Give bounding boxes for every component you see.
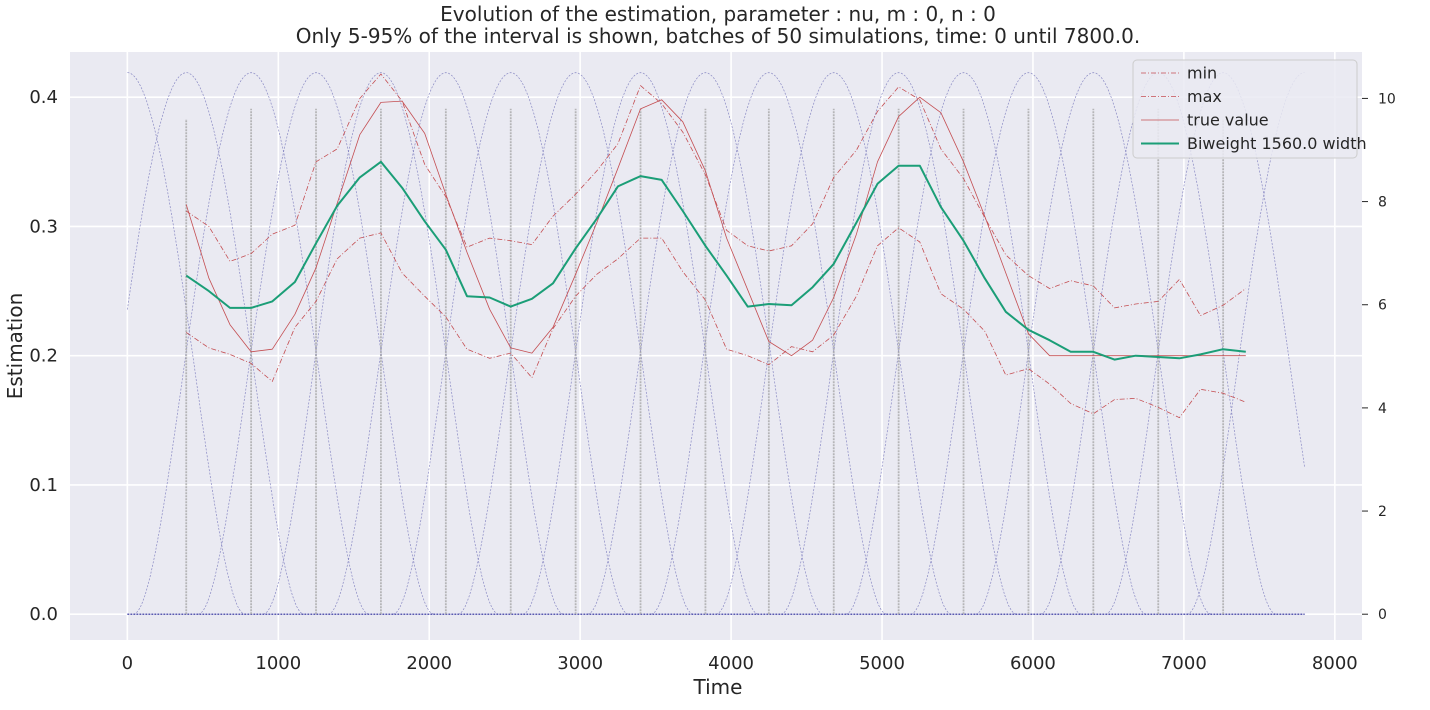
kernel-curve	[127, 72, 246, 615]
x-tick-label: 5000	[859, 653, 905, 674]
series-lines	[185, 73, 1247, 419]
x-tick-label: 7000	[1161, 653, 1207, 674]
y2-tick-label: 4	[1378, 401, 1387, 417]
kernel-curve	[127, 72, 304, 615]
kernel-curve	[650, 72, 887, 615]
kernel-center-lines	[185, 108, 1225, 615]
kernel-curve	[392, 72, 629, 615]
y2-tick-label: 0	[1378, 607, 1387, 623]
series-max	[185, 73, 1247, 317]
x-tick-label: 8000	[1312, 653, 1358, 674]
kernel-curve	[198, 72, 434, 615]
kernel-curve	[1186, 72, 1305, 615]
x-tick-label: 2000	[406, 653, 452, 674]
x-axis-ticks: 0 1000 2000 3000 4000 5000 6000 7000 8000	[122, 653, 1358, 674]
legend: min max true value Biweight 1560.0 width	[1132, 59, 1367, 159]
chart-title-line-1: Evolution of the estimation, parameter :…	[440, 2, 996, 26]
chart-title-line-2: Only 5-95% of the interval is shown, bat…	[296, 24, 1141, 48]
y-axis-label: Estimation	[3, 293, 27, 400]
y-tick-label: 0.3	[29, 216, 58, 237]
series-biweight-1560-0-width	[185, 160, 1246, 361]
y2-tick-label: 8	[1378, 195, 1387, 211]
x-axis-label: Time	[693, 675, 743, 699]
y2-tick-label: 6	[1378, 298, 1387, 314]
x-tick-label: 3000	[557, 653, 603, 674]
legend-label: true value	[1187, 111, 1269, 130]
kernel-curve	[587, 72, 824, 615]
y2-axis-ticks: 0 2 4 6 8 10	[1362, 91, 1396, 623]
x-tick-label: 4000	[708, 653, 754, 674]
kernel-curve	[715, 72, 952, 615]
kernel-curve	[522, 72, 759, 615]
series-true-value	[185, 96, 1246, 357]
x-tick-label: 1000	[255, 653, 301, 674]
series-min	[185, 227, 1246, 419]
y-axis-ticks: 0.0 0.1 0.2 0.3 0.4	[29, 87, 58, 625]
kernel-curve	[327, 72, 564, 615]
legend-label: min	[1187, 64, 1217, 83]
legend-label: max	[1187, 87, 1222, 106]
kernel-curve	[263, 72, 499, 615]
kernel-curve	[133, 72, 370, 615]
legend-label: Biweight 1560.0 width	[1187, 134, 1367, 153]
x-tick-label: 6000	[1010, 653, 1056, 674]
y-tick-label: 0.2	[29, 346, 58, 367]
kernel-curve	[975, 72, 1212, 615]
y-tick-label: 0.4	[29, 87, 58, 108]
kernel-curve	[780, 72, 1017, 615]
y-tick-label: 0.0	[29, 604, 58, 625]
y-tick-label: 0.1	[29, 475, 58, 496]
kernel-curve	[457, 72, 694, 615]
kernel-curve	[910, 72, 1147, 615]
kernel-curves	[127, 72, 1305, 615]
y2-tick-label: 10	[1378, 91, 1396, 107]
kernel-curve	[845, 72, 1082, 615]
legend-box	[1132, 59, 1358, 159]
y2-tick-label: 2	[1378, 504, 1387, 520]
x-tick-label: 0	[122, 653, 133, 674]
